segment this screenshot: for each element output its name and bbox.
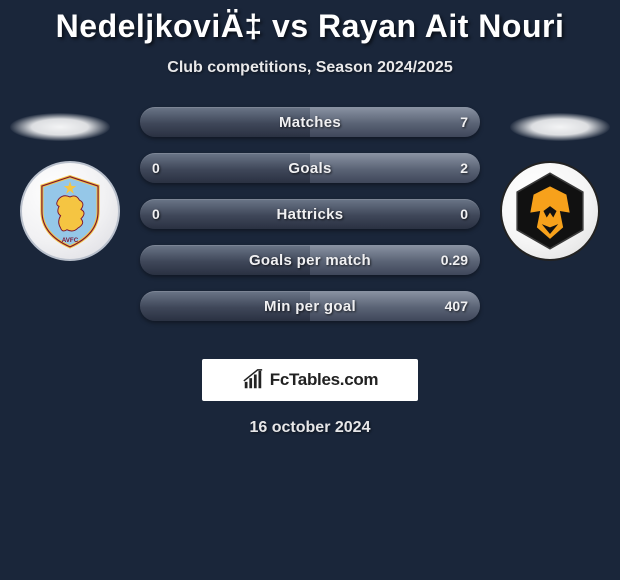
stat-label: Goals per match	[140, 245, 480, 275]
date-label: 16 october 2024	[0, 419, 620, 437]
svg-text:AVFC: AVFC	[62, 237, 79, 244]
branding-text: FcTables.com	[270, 370, 379, 390]
stat-bar-goals-per-match: Goals per match 0.29	[140, 245, 480, 275]
wolves-crest-icon	[509, 170, 591, 252]
subtitle: Club competitions, Season 2024/2025	[0, 59, 620, 77]
stat-label: Matches	[140, 107, 480, 137]
player-left-shadow	[10, 113, 110, 141]
stat-value-right: 7	[460, 107, 468, 137]
branding-box: FcTables.com	[202, 359, 418, 401]
comparison-body: AVFC Matches 7	[0, 107, 620, 337]
player-right-shadow	[510, 113, 610, 141]
stat-bar-hattricks: 0 Hattricks 0	[140, 199, 480, 229]
stat-bar-min-per-goal: Min per goal 407	[140, 291, 480, 321]
club-crest-right	[500, 161, 600, 261]
stat-value-right: 0.29	[441, 245, 468, 275]
comparison-card: NedeljkoviÄ‡ vs Rayan Ait Nouri Club com…	[0, 0, 620, 437]
stat-value-right: 407	[445, 291, 468, 321]
stat-value-right: 0	[460, 199, 468, 229]
stat-bars: Matches 7 0 Goals 2 0 Hattricks 0	[140, 107, 480, 337]
stat-value-right: 2	[460, 153, 468, 183]
avfc-crest-icon: AVFC	[31, 172, 109, 250]
bar-chart-icon	[242, 369, 264, 391]
stat-label: Min per goal	[140, 291, 480, 321]
club-crest-left: AVFC	[20, 161, 120, 261]
page-title: NedeljkoviÄ‡ vs Rayan Ait Nouri	[0, 0, 620, 45]
stat-bar-matches: Matches 7	[140, 107, 480, 137]
stat-bar-goals: 0 Goals 2	[140, 153, 480, 183]
stat-label: Hattricks	[140, 199, 480, 229]
stat-label: Goals	[140, 153, 480, 183]
